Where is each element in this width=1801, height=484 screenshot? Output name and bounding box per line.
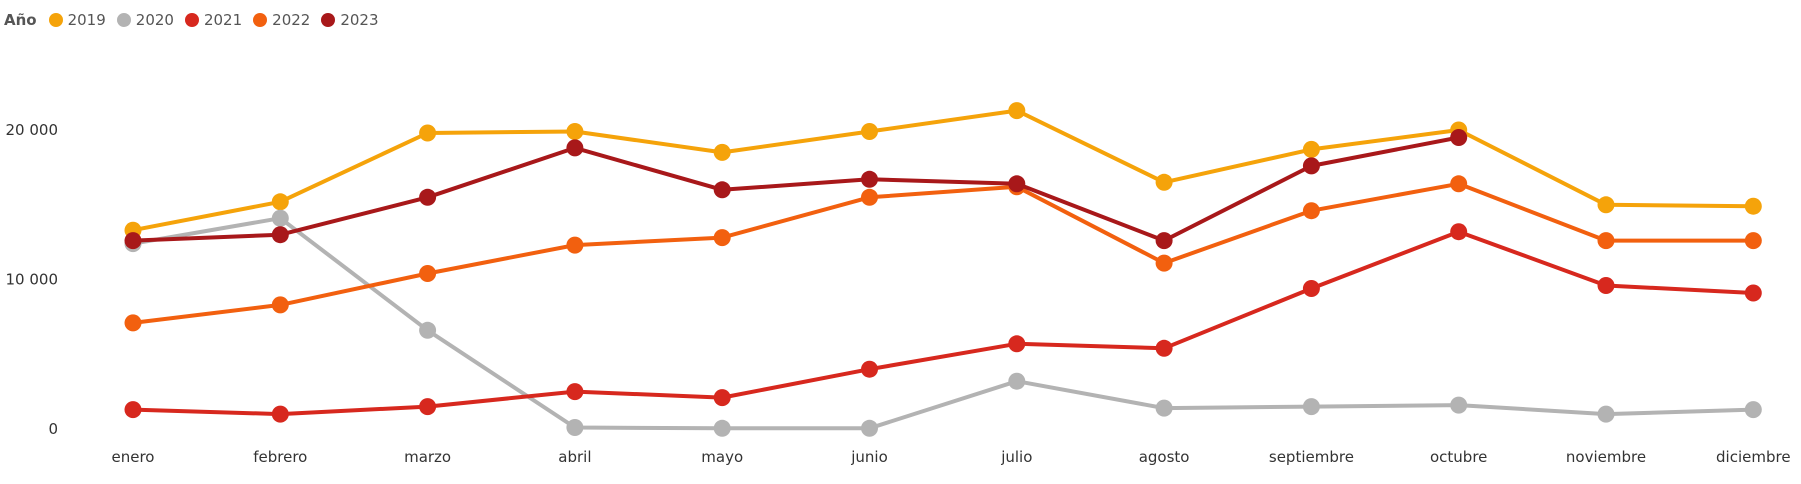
legend-label-2021: 2021 bbox=[203, 11, 243, 29]
data-point-2023-mayo[interactable] bbox=[713, 181, 731, 199]
plot-area bbox=[124, 102, 1762, 437]
series-2023 bbox=[124, 129, 1468, 250]
data-point-2019-abril[interactable] bbox=[566, 123, 584, 140]
x-axis: enero febrero marzo abril mayo junio julio agos… bbox=[112, 448, 1791, 466]
x-tick-label-enero: enero bbox=[112, 448, 155, 466]
data-point-2019-mayo[interactable] bbox=[713, 143, 731, 161]
x-tick-label-octubre: octubre bbox=[1430, 448, 1487, 466]
data-point-2020-mayo[interactable] bbox=[713, 419, 731, 437]
data-point-2023-marzo[interactable] bbox=[419, 188, 437, 206]
data-point-2023-septiembre[interactable] bbox=[1302, 157, 1320, 175]
data-point-2021-mayo[interactable] bbox=[713, 389, 731, 407]
x-tick-label-diciembre: diciembre bbox=[1716, 448, 1791, 466]
data-point-2021-agosto[interactable] bbox=[1155, 339, 1173, 357]
data-point-2020-octubre[interactable] bbox=[1450, 396, 1468, 414]
series-2021 bbox=[124, 223, 1762, 423]
data-point-2022-agosto[interactable] bbox=[1155, 254, 1173, 272]
data-point-2019-diciembre[interactable] bbox=[1744, 197, 1762, 215]
data-point-2021-diciembre[interactable] bbox=[1744, 284, 1762, 302]
data-point-2022-abril[interactable] bbox=[566, 236, 584, 254]
data-point-2021-febrero[interactable] bbox=[271, 405, 289, 423]
data-point-2020-abril[interactable] bbox=[566, 419, 584, 436]
legend-label-2020: 2020 bbox=[135, 11, 174, 29]
y-tick-label: 20 000 bbox=[6, 121, 59, 139]
x-tick-label-marzo: marzo bbox=[404, 448, 451, 466]
data-point-2020-noviembre[interactable] bbox=[1597, 405, 1615, 423]
data-point-2020-agosto[interactable] bbox=[1155, 399, 1173, 417]
data-point-2019-agosto[interactable] bbox=[1155, 173, 1173, 191]
legend-item-2023[interactable]: 2023 bbox=[321, 11, 379, 29]
data-point-2022-febrero[interactable] bbox=[271, 296, 289, 314]
legend-marker-2022 bbox=[253, 13, 268, 27]
y-tick-label: 10 000 bbox=[6, 271, 59, 289]
legend-label-2022: 2022 bbox=[272, 11, 311, 29]
data-point-2023-enero[interactable] bbox=[124, 232, 142, 250]
legend-marker-2020 bbox=[116, 13, 131, 27]
legend-marker-2021 bbox=[184, 13, 199, 27]
data-point-2021-marzo[interactable] bbox=[419, 398, 437, 416]
data-point-2022-octubre[interactable] bbox=[1450, 175, 1468, 193]
data-point-2020-junio[interactable] bbox=[861, 419, 878, 437]
data-point-2019-julio[interactable] bbox=[1008, 102, 1026, 120]
data-point-2020-septiembre[interactable] bbox=[1302, 398, 1320, 416]
legend-item-2020[interactable]: 2020 bbox=[116, 11, 174, 29]
x-tick-label-mayo: mayo bbox=[701, 448, 743, 466]
legend-label-2019: 2019 bbox=[67, 11, 106, 29]
series-line-2019 bbox=[132, 108, 1754, 233]
x-tick-label-febrero: febrero bbox=[253, 448, 307, 466]
x-tick-label-abril: abril bbox=[558, 448, 591, 466]
x-tick-label-junio: junio bbox=[850, 448, 888, 466]
legend-item-2021[interactable]: 2021 bbox=[184, 11, 243, 29]
data-point-2023-abril[interactable] bbox=[566, 139, 584, 157]
legend: Año 2019 2020 2021 2022 2023 bbox=[4, 8, 390, 32]
x-tick-label-septiembre: septiembre bbox=[1269, 448, 1354, 466]
data-point-2023-agosto[interactable] bbox=[1155, 232, 1173, 250]
legend-label-2023: 2023 bbox=[340, 11, 379, 29]
data-point-2019-septiembre[interactable] bbox=[1302, 140, 1320, 158]
data-point-2019-marzo[interactable] bbox=[419, 124, 437, 142]
series-line-2023 bbox=[132, 135, 1460, 243]
y-axis: 0 10 000 20 000 bbox=[6, 121, 59, 438]
legend-title: Año bbox=[4, 11, 37, 29]
data-point-2022-enero[interactable] bbox=[124, 314, 142, 332]
data-point-2019-febrero[interactable] bbox=[271, 193, 289, 211]
series-line-2020 bbox=[132, 216, 1754, 431]
legend-marker-2023 bbox=[321, 13, 336, 27]
series-line-2021 bbox=[132, 229, 1754, 417]
data-point-2020-febrero[interactable] bbox=[271, 209, 289, 227]
data-point-2021-septiembre[interactable] bbox=[1302, 280, 1320, 297]
y-tick-label: 0 bbox=[48, 420, 58, 438]
series-2020 bbox=[124, 209, 1762, 437]
x-tick-label-julio: julio bbox=[1000, 448, 1032, 466]
legend-item-2019[interactable]: 2019 bbox=[48, 11, 106, 29]
x-tick-label-noviembre: noviembre bbox=[1566, 448, 1646, 466]
data-point-2021-junio[interactable] bbox=[861, 360, 878, 378]
series-2019 bbox=[124, 102, 1762, 239]
data-point-2021-julio[interactable] bbox=[1008, 335, 1026, 353]
data-point-2022-mayo[interactable] bbox=[713, 229, 731, 247]
data-point-2022-septiembre[interactable] bbox=[1302, 202, 1320, 220]
legend-item-2022[interactable]: 2022 bbox=[253, 11, 310, 29]
data-point-2020-julio[interactable] bbox=[1008, 372, 1026, 390]
legend-marker-2019 bbox=[48, 13, 63, 27]
data-point-2022-noviembre[interactable] bbox=[1597, 232, 1615, 250]
data-point-2021-octubre[interactable] bbox=[1450, 223, 1468, 241]
data-point-2023-octubre[interactable] bbox=[1450, 129, 1468, 146]
data-point-2019-junio[interactable] bbox=[861, 123, 878, 140]
series-line-2022 bbox=[132, 181, 1754, 325]
x-tick-label-agosto: agosto bbox=[1139, 448, 1190, 466]
data-point-2020-marzo[interactable] bbox=[419, 321, 437, 339]
data-point-2023-junio[interactable] bbox=[861, 170, 878, 188]
data-point-2019-noviembre[interactable] bbox=[1597, 196, 1615, 214]
data-point-2022-junio[interactable] bbox=[861, 188, 878, 206]
data-point-2022-marzo[interactable] bbox=[419, 265, 437, 282]
data-point-2021-noviembre[interactable] bbox=[1597, 277, 1615, 294]
data-point-2021-abril[interactable] bbox=[566, 383, 584, 401]
data-point-2021-enero[interactable] bbox=[124, 401, 142, 419]
data-point-2022-diciembre[interactable] bbox=[1744, 232, 1762, 250]
data-point-2020-diciembre[interactable] bbox=[1744, 401, 1762, 419]
data-point-2023-febrero[interactable] bbox=[271, 226, 289, 244]
data-point-2023-julio[interactable] bbox=[1008, 175, 1026, 193]
